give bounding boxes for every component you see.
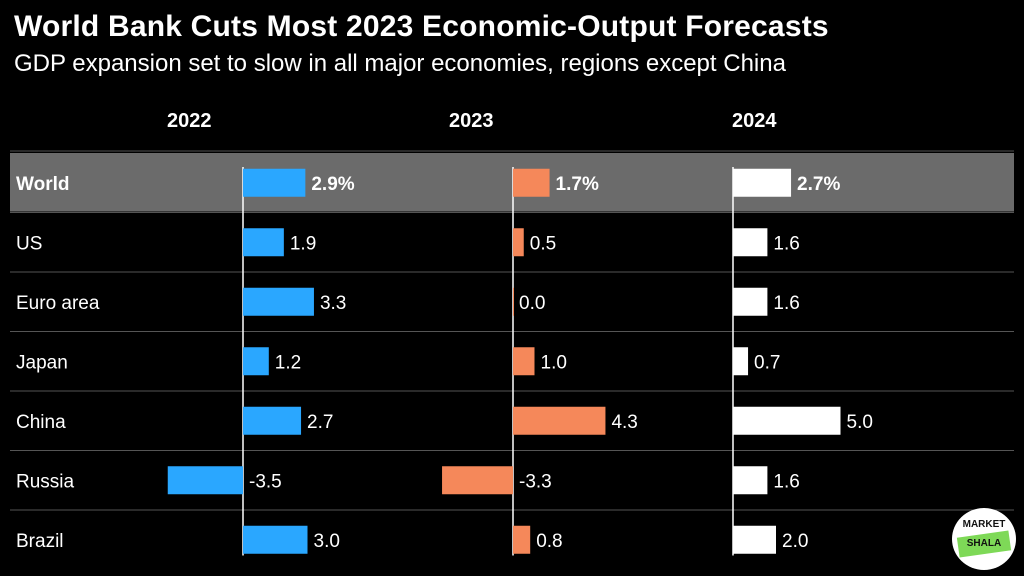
bar — [513, 228, 524, 257]
bar — [733, 466, 768, 495]
bar — [513, 406, 606, 435]
bar — [243, 406, 302, 435]
value-label: 2.7 — [307, 412, 333, 433]
value-label: 4.3 — [611, 412, 637, 433]
category-label: China — [16, 412, 66, 433]
value-label: 0.8 — [536, 531, 562, 552]
series-header: 2024 — [732, 110, 777, 132]
category-label: Japan — [16, 352, 68, 373]
value-label: 0.7 — [754, 352, 780, 373]
value-label: 1.7% — [556, 174, 599, 195]
value-label: 2.9% — [311, 174, 354, 195]
bar — [733, 525, 776, 554]
bar — [513, 347, 535, 376]
value-label: 2.0 — [782, 531, 808, 552]
category-label: US — [16, 233, 42, 254]
category-label: Brazil — [16, 531, 64, 552]
value-label: 1.6 — [773, 471, 799, 492]
value-label: 0.5 — [530, 233, 556, 254]
series-header: 2023 — [449, 110, 494, 132]
bar — [243, 168, 306, 197]
bar — [733, 347, 749, 376]
value-label: 3.3 — [320, 293, 346, 314]
value-label: 1.0 — [541, 352, 567, 373]
series-header: 2022 — [167, 110, 212, 132]
bar — [733, 406, 841, 435]
market-shala-logo: MARKET SHALA — [952, 508, 1016, 570]
bar — [733, 287, 768, 316]
chart-subtitle: GDP expansion set to slow in all major e… — [14, 50, 786, 77]
value-label: 1.6 — [773, 293, 799, 314]
value-label: 1.6 — [773, 233, 799, 254]
category-label: Euro area — [16, 293, 100, 314]
logo-text-shala: SHALA — [966, 538, 1002, 549]
value-label: 0.0 — [519, 293, 545, 314]
bar — [243, 228, 284, 257]
bar — [167, 466, 243, 495]
highlight-row-bg — [10, 153, 1014, 212]
category-label: World — [16, 174, 69, 195]
logo-text-market: MARKET — [962, 519, 1006, 530]
value-label: -3.3 — [519, 471, 552, 492]
value-label: 1.2 — [275, 352, 301, 373]
bar — [442, 466, 513, 495]
bar — [513, 287, 514, 316]
value-label: 1.9 — [290, 233, 316, 254]
value-label: 5.0 — [847, 412, 873, 433]
bar — [513, 525, 531, 554]
value-label: 3.0 — [314, 531, 340, 552]
value-label: -3.5 — [249, 471, 282, 492]
bar — [243, 287, 314, 316]
category-label: Russia — [16, 471, 75, 492]
chart-title: World Bank Cuts Most 2023 Economic-Outpu… — [14, 10, 829, 43]
value-label: 2.7% — [797, 174, 840, 195]
bar — [733, 228, 768, 257]
bar — [733, 168, 792, 197]
bar — [513, 168, 550, 197]
bar — [243, 347, 269, 376]
bar — [243, 525, 308, 554]
